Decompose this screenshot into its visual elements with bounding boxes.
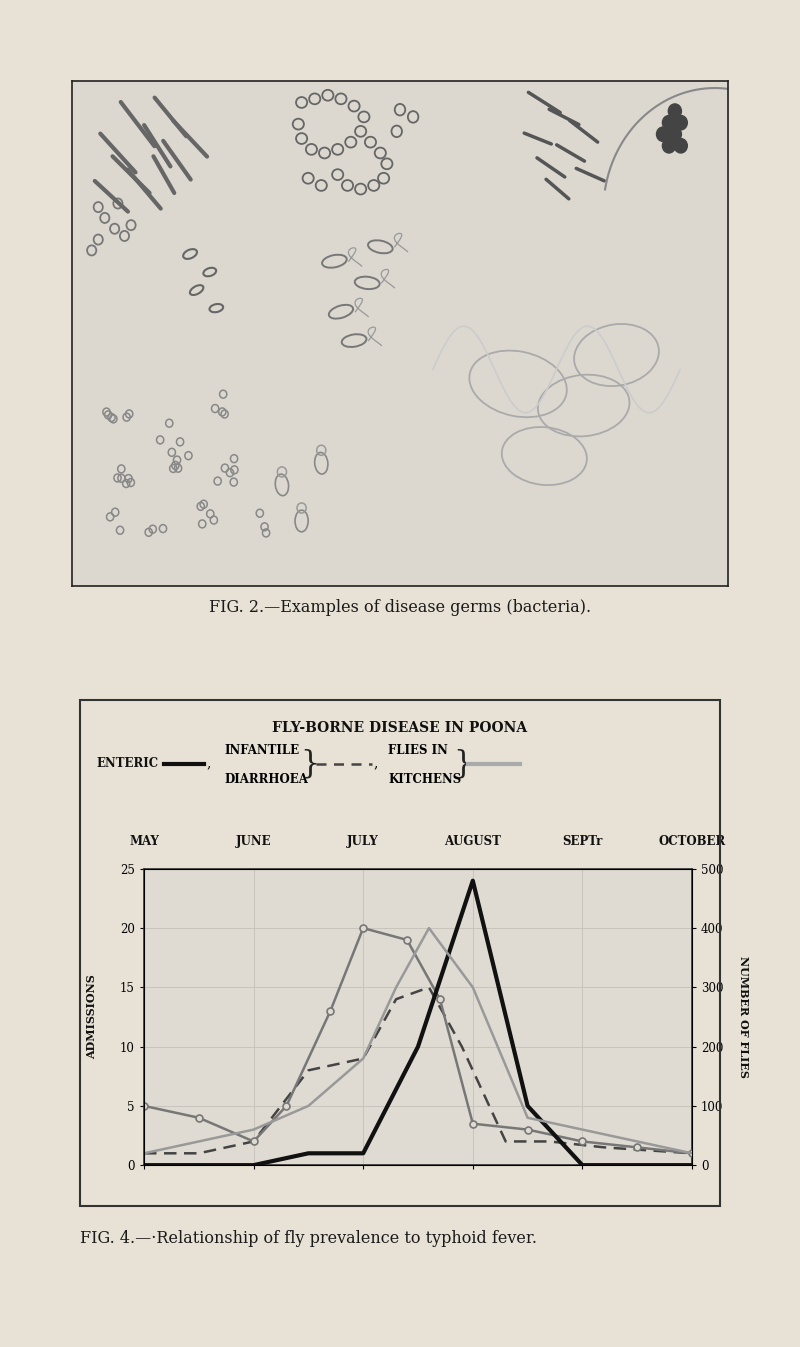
Text: }: } bbox=[454, 748, 473, 780]
Text: ENTERIC: ENTERIC bbox=[96, 757, 158, 770]
Text: }: } bbox=[300, 748, 319, 780]
Circle shape bbox=[657, 127, 670, 141]
Text: ,: , bbox=[374, 757, 378, 770]
Text: KITCHENS: KITCHENS bbox=[388, 773, 462, 787]
Circle shape bbox=[674, 139, 687, 154]
Text: OCTOBER: OCTOBER bbox=[658, 835, 726, 849]
Text: JULY: JULY bbox=[347, 835, 379, 849]
Text: FLY-BORNE DISEASE IN POONA: FLY-BORNE DISEASE IN POONA bbox=[273, 721, 527, 734]
Circle shape bbox=[668, 104, 682, 119]
Text: MAY: MAY bbox=[129, 835, 159, 849]
Text: SEPTr: SEPTr bbox=[562, 835, 602, 849]
Text: ADMISSIONS: ADMISSIONS bbox=[86, 975, 98, 1059]
Text: FIG. 2.—Examples of disease germs (bacteria).: FIG. 2.—Examples of disease germs (bacte… bbox=[209, 599, 591, 617]
Circle shape bbox=[674, 116, 687, 129]
Text: JUNE: JUNE bbox=[236, 835, 271, 849]
Text: NUMBER OF FLIES: NUMBER OF FLIES bbox=[738, 956, 750, 1078]
Text: FIG. 4.—·Relationship of fly prevalence to typhoid fever.: FIG. 4.—·Relationship of fly prevalence … bbox=[80, 1230, 537, 1247]
Text: FLIES IN: FLIES IN bbox=[388, 744, 448, 757]
Circle shape bbox=[668, 127, 682, 141]
Circle shape bbox=[662, 116, 675, 129]
Text: INFANTILE: INFANTILE bbox=[224, 744, 299, 757]
Circle shape bbox=[662, 139, 675, 154]
Text: DIARRHOEA: DIARRHOEA bbox=[224, 773, 308, 787]
Text: ,: , bbox=[206, 757, 210, 770]
Text: AUGUST: AUGUST bbox=[444, 835, 502, 849]
